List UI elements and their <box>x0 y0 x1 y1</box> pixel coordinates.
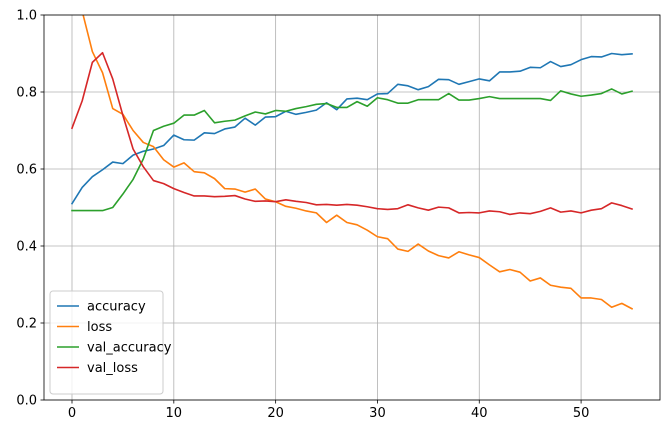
legend-label-accuracy: accuracy <box>87 300 146 315</box>
series-lines <box>70 15 634 310</box>
y-tick-label: 0.4 <box>16 240 37 255</box>
x-tick-label: 0 <box>68 406 76 421</box>
y-tick-label: 0.2 <box>16 317 37 332</box>
x-tick-label: 50 <box>573 406 590 421</box>
series-line-loss <box>82 15 634 310</box>
x-tick-label: 30 <box>369 406 386 421</box>
legend: accuracy loss val_accuracy val_loss <box>49 290 172 395</box>
y-tick-label: 0.6 <box>16 163 37 178</box>
legend-label-val-loss: val_loss <box>87 361 138 376</box>
x-tick-label: 10 <box>166 406 183 421</box>
axes-frame <box>43 14 661 401</box>
x-tick-label: 20 <box>267 406 284 421</box>
legend-label-loss: loss <box>87 320 112 335</box>
axis-ticks: 0 10 20 30 40 50 0.0 0.2 0.4 0.6 0.8 1.0 <box>16 9 589 422</box>
y-tick-label: 0.8 <box>16 86 37 101</box>
x-tick-label: 40 <box>471 406 488 421</box>
y-tick-label: 0.0 <box>16 394 37 409</box>
series-line-accuracy <box>70 52 633 205</box>
series-line-val-loss <box>70 51 634 216</box>
y-tick-label: 1.0 <box>16 9 37 24</box>
series-line-val-accuracy <box>71 88 633 212</box>
legend-label-val-accuracy: val_accuracy <box>87 341 172 356</box>
